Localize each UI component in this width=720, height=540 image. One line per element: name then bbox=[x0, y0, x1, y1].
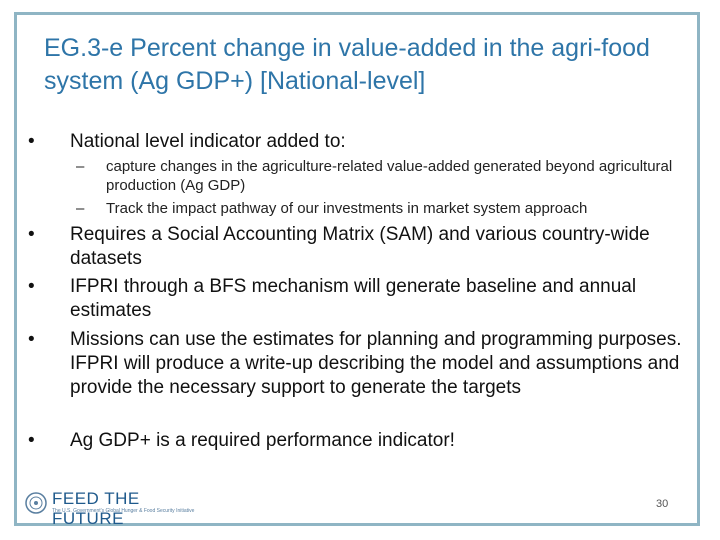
slide-frame bbox=[14, 12, 700, 526]
bullet-text: IFPRI through a BFS mechanism will gener… bbox=[70, 276, 637, 321]
bullet-dot: • bbox=[28, 131, 35, 152]
bullet-dot: • bbox=[28, 224, 35, 245]
slide-title: EG.3-e Percent change in value-added in … bbox=[44, 34, 650, 95]
page-number: 30 bbox=[656, 498, 669, 510]
bullet-dot: • bbox=[28, 430, 35, 451]
bullet-dot: • bbox=[28, 276, 35, 297]
bullet-text: Requires a Social Accounting Matrix (SAM… bbox=[70, 224, 650, 269]
seal-icon bbox=[25, 492, 47, 514]
sub-bullet-dash: – bbox=[76, 158, 85, 175]
logo-name: FEED THE FUTURE bbox=[52, 489, 140, 528]
sub-bullet-text: Track the impact pathway of our investme… bbox=[106, 200, 588, 217]
bullet-text: Ag GDP+ is a required performance indica… bbox=[70, 430, 455, 451]
sub-bullet-text: capture changes in the agriculture-relat… bbox=[106, 158, 673, 194]
bullet-dot: • bbox=[28, 329, 35, 350]
bullet-text: National level indicator added to: bbox=[70, 131, 346, 152]
bullet-text: Missions can use the estimates for plann… bbox=[70, 329, 682, 398]
sub-bullet-dash: – bbox=[76, 200, 85, 217]
feed-the-future-logo: FEED THE FUTURE The U.S. Government's Gl… bbox=[24, 488, 194, 528]
logo-tagline: The U.S. Government's Global Hunger & Fo… bbox=[52, 508, 195, 514]
